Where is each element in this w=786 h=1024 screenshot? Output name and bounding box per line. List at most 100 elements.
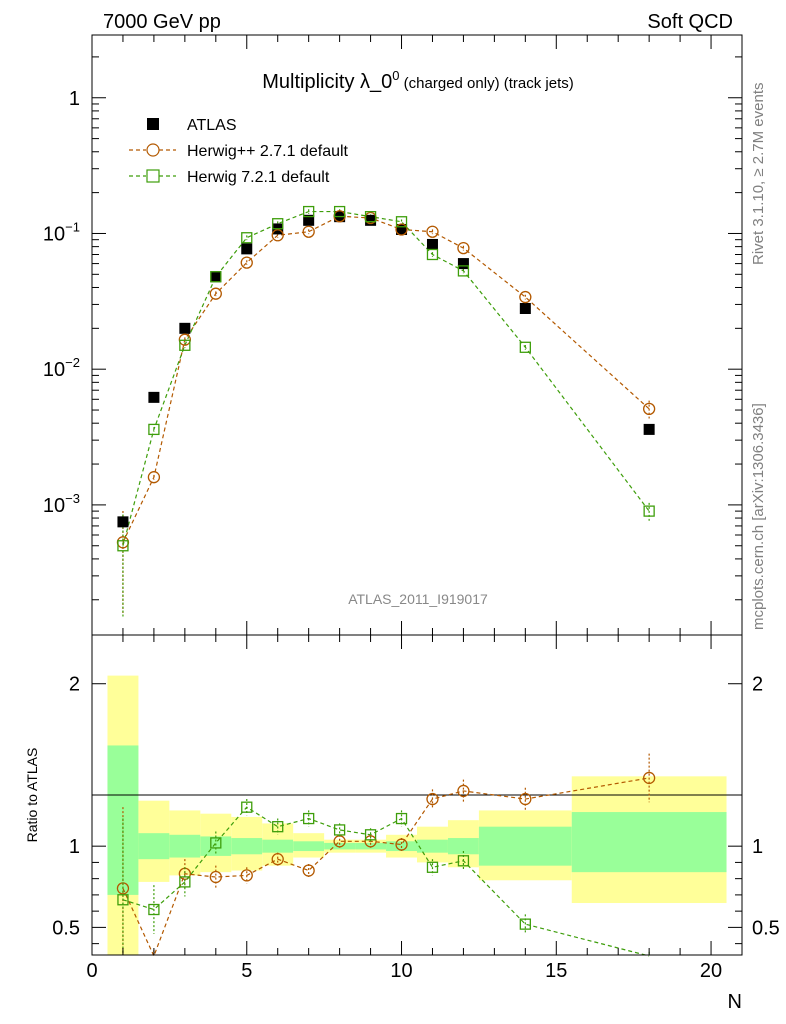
- main-panel: 10−310−210−11 Multiplicity λ_00 (charged…: [43, 34, 743, 636]
- ratio-herwigpp-point: [642, 771, 656, 785]
- ratio-herwig7-point: [303, 812, 315, 825]
- x-axis-label: N: [728, 991, 742, 1013]
- ratio-herwigpp-point: [240, 869, 253, 882]
- ratio-uncertainty-bands: [107, 675, 727, 955]
- ratio-herwig7-point: [210, 837, 222, 849]
- ratio-band-inner: [262, 839, 294, 853]
- ratio-band-inner: [417, 839, 448, 853]
- ratio-band-inner: [447, 838, 479, 855]
- main-series-line: [122, 210, 650, 546]
- ratio-herwig7-point: [272, 821, 284, 833]
- main-herwig7-point: [179, 339, 191, 351]
- main-atlas-point: [210, 271, 222, 283]
- main-herwig7-point: [303, 205, 315, 218]
- legend-atlas-label: ATLAS: [187, 117, 237, 134]
- main-atlas-point: [457, 258, 469, 270]
- main-y-tick-label: 1: [69, 88, 80, 110]
- main-herwigpp-point: [642, 402, 656, 416]
- main-atlas-point: [241, 243, 253, 255]
- plot-title-rest: (charged only) (track jets): [400, 75, 574, 92]
- ratio-band-inner: [138, 833, 170, 860]
- legend-h7-marker: [146, 169, 160, 183]
- ratio-data-marks: [116, 753, 656, 958]
- legend-atlas-marker: [147, 118, 159, 130]
- main-herwigpp-point: [519, 290, 532, 304]
- main-y-tick-label-base: 10: [43, 223, 65, 245]
- main-herwigpp-point: [147, 471, 161, 484]
- ratio-herwigpp-point: [271, 853, 284, 866]
- ratio-herwig7-point: [426, 861, 439, 873]
- main-herwigpp-point: [209, 287, 222, 300]
- x-tick-labels: 0 5 10 15 20: [86, 960, 722, 982]
- legend-h7-label: Herwig 7.2.1 default: [187, 169, 330, 186]
- ratio-herwigpp-point: [302, 864, 315, 877]
- ratio-frame: [91, 634, 743, 956]
- main-atlas-point: [179, 322, 191, 334]
- main-herwigpp-point: [240, 256, 253, 269]
- main-herwig7-point: [519, 341, 531, 353]
- main-y-tick-label-exp: −2: [65, 355, 80, 370]
- main-herwig7-point: [457, 265, 470, 277]
- main-atlas-point: [519, 302, 531, 314]
- ratio-y-tick-label-right: 1: [752, 836, 763, 858]
- ratio-herwig7-point: [241, 801, 253, 813]
- main-y-tick-label: 10−1: [43, 219, 80, 245]
- main-y-tick-label: 10−3: [43, 491, 80, 517]
- main-y-tick-label-exp: −1: [65, 219, 80, 234]
- ratio-herwig7-point: [179, 876, 191, 888]
- main-atlas-point: [426, 238, 438, 250]
- ratio-herwigpp-point: [457, 784, 470, 798]
- ratio-herwig7-point: [333, 824, 346, 836]
- main-y-tick-label-base: 1: [69, 88, 80, 110]
- main-herwigpp-point: [426, 225, 439, 238]
- main-herwig7-point: [117, 540, 129, 552]
- ratio-ylabel: Ratio to ATLAS: [24, 748, 40, 843]
- x-tick-label: 20: [700, 960, 722, 982]
- side-label-rivet: Rivet 3.1.10, ≥ 2.7M events: [750, 83, 767, 266]
- x-tick-label: 5: [241, 960, 252, 982]
- ratio-band-inner: [478, 826, 572, 866]
- main-axis-ticks: 10−310−210−11: [43, 35, 743, 635]
- analysis-label: ATLAS_2011_I919017: [348, 591, 488, 607]
- ratio-herwig7-point: [117, 894, 129, 906]
- x-tick-label: 15: [545, 960, 567, 982]
- x-tick-label: 0: [86, 960, 97, 982]
- ratio-y-tick-label: 0.5: [52, 917, 80, 939]
- ratio-y-tick-label: 1: [69, 836, 80, 858]
- ratio-herwig7-point: [148, 903, 160, 916]
- main-herwig7-point: [643, 505, 655, 517]
- main-atlas-point: [643, 423, 655, 435]
- header-right: Soft QCD: [647, 11, 733, 33]
- ratio-herwig7-point: [364, 829, 377, 841]
- main-herwigpp-point: [395, 223, 408, 236]
- main-herwig7-point: [241, 232, 253, 244]
- ratio-band-inner: [293, 841, 325, 852]
- main-herwig7-point: [148, 423, 160, 436]
- ratio-y-tick-label-right: 2: [752, 674, 763, 696]
- ratio-herwig7-point: [457, 855, 470, 867]
- legend-hpp-label: Herwig++ 2.7.1 default: [187, 143, 349, 160]
- main-herwigpp-point: [302, 225, 315, 238]
- legend-hpp-marker: [146, 143, 160, 157]
- ratio-band-inner: [231, 838, 263, 855]
- main-herwig7-point: [272, 218, 284, 230]
- plot-title-sup: 0: [392, 68, 399, 83]
- main-herwigpp-point: [457, 241, 470, 255]
- ratio-band-inner: [169, 834, 201, 858]
- main-herwigpp-point: [271, 229, 284, 242]
- main-herwig7-point: [395, 216, 408, 228]
- ratio-herwigpp-point: [209, 870, 222, 884]
- main-y-tick-label-base: 10: [43, 359, 65, 381]
- ratio-herwigpp-point: [426, 792, 439, 806]
- main-y-tick-label-base: 10: [43, 495, 65, 517]
- main-series-line: [122, 215, 650, 543]
- header-left: 7000 GeV pp: [103, 11, 221, 33]
- ratio-y-tick-label-right: 0.5: [752, 917, 780, 939]
- ratio-herwigpp-point: [395, 838, 408, 851]
- ratio-herwig7-point: [395, 812, 408, 825]
- main-y-tick-label-exp: −3: [65, 491, 80, 506]
- legend: ATLAS Herwig++ 2.7.1 default Herwig 7.2.…: [129, 117, 349, 186]
- main-data-marks: [116, 205, 656, 617]
- main-herwig7-point: [364, 211, 377, 223]
